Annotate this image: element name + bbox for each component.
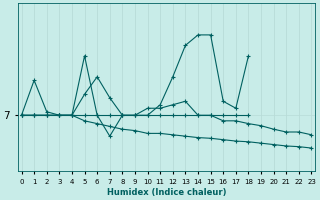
X-axis label: Humidex (Indice chaleur): Humidex (Indice chaleur) (107, 188, 226, 197)
